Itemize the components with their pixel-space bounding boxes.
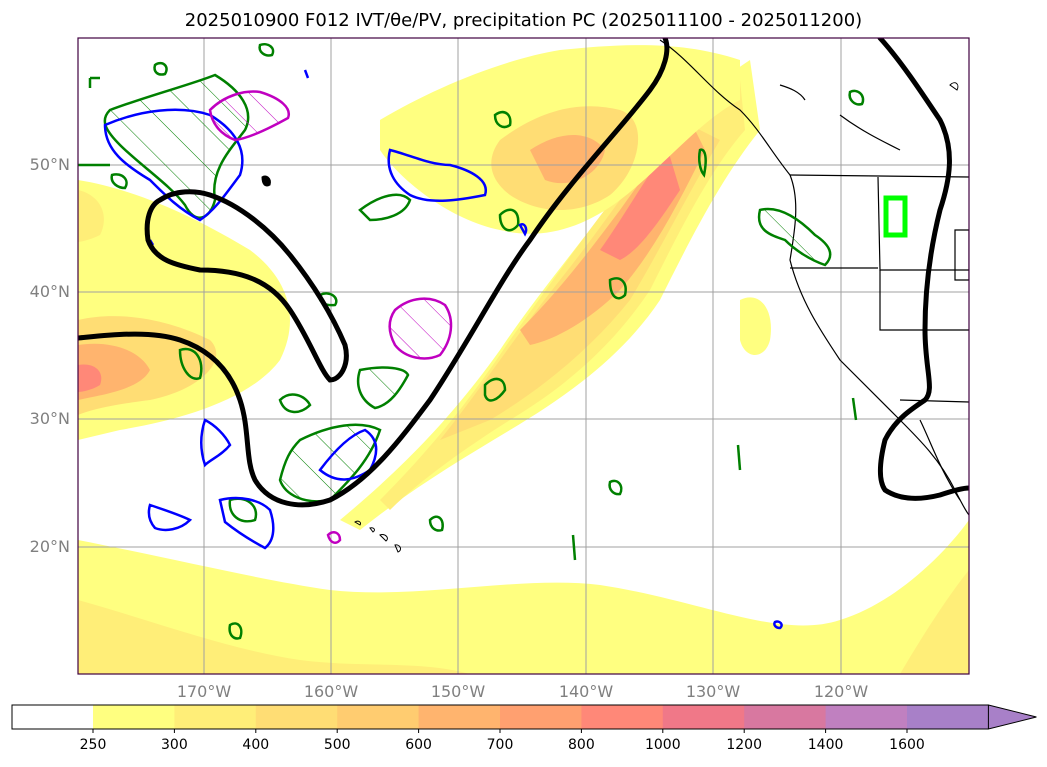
colorbar-segment: [93, 705, 175, 729]
colorbar-segment: [744, 705, 827, 729]
lat-label-20: 20°N: [29, 537, 70, 556]
lat-label-30: 30°N: [29, 409, 70, 428]
coastlines: [659, 39, 969, 516]
theta-e-contour: [78, 38, 969, 508]
precip-box: [883, 195, 908, 238]
islands: [261, 82, 959, 553]
lon-label-150w: 150°W: [430, 682, 486, 701]
colorbar-segment: [255, 705, 338, 729]
colorbar-segment: [337, 705, 420, 729]
colorbar-segment: [581, 705, 664, 729]
lon-label-160w: 160°W: [303, 682, 359, 701]
map-area: [78, 38, 969, 674]
colorbar-segment: [907, 705, 989, 729]
colorbar-tick-label: 1200: [726, 737, 762, 753]
lon-label-120w: 120°W: [813, 682, 869, 701]
lon-label-130w: 130°W: [685, 682, 741, 701]
colorbar-tick-label: 300: [161, 737, 188, 753]
lat-label-50: 50°N: [29, 155, 70, 174]
colorbar-segment: [662, 705, 745, 729]
colorbar-tick-label: 500: [323, 737, 351, 753]
colorbar-tick-label: 250: [79, 737, 107, 753]
colorbar-segment: [174, 705, 257, 729]
colorbar-tick-label: 800: [568, 737, 595, 753]
map-frame: [77, 37, 970, 675]
lon-label-170w: 170°W: [176, 682, 232, 701]
colorbar-tick-label: 600: [405, 737, 432, 753]
colorbar-tick-label: 1400: [807, 737, 844, 753]
lon-label-140w: 140°W: [558, 682, 614, 701]
colorbar: [11, 704, 1037, 733]
colorbar-segment: [418, 705, 501, 729]
colorbar-tick-label: 700: [486, 737, 514, 753]
colorbar-tick-label: 1600: [889, 737, 925, 753]
colorbar-tick-label: 400: [242, 737, 270, 753]
colorbar-segment: [500, 705, 582, 729]
figure-title: 2025010900 F012 IVT/θe/PV, precipitation…: [184, 10, 863, 31]
colorbar-extend-arrow: [987, 704, 1037, 730]
colorbar-segment: [825, 705, 908, 729]
colorbar-tick-label: 1000: [644, 737, 681, 753]
pv-magenta-contours: [208, 90, 453, 544]
lat-label-40: 40°N: [29, 282, 70, 301]
